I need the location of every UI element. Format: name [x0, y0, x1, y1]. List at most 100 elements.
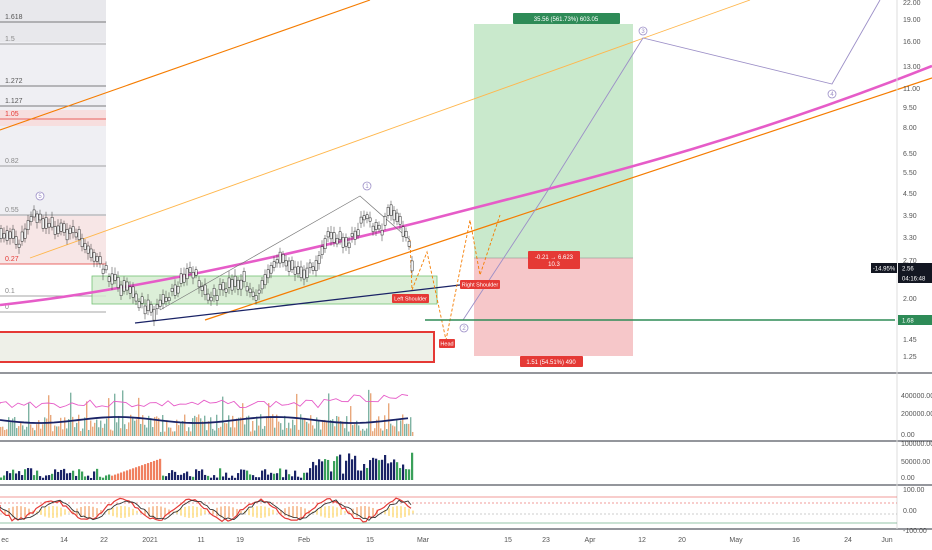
volume-bar — [114, 393, 116, 436]
wave-label: 5 — [38, 194, 42, 200]
obv-bar — [51, 473, 54, 480]
obv-bar — [123, 471, 126, 480]
volume-bar — [152, 427, 154, 436]
candle-body — [281, 254, 285, 263]
target-price-badge: 1.68 — [902, 319, 914, 325]
volume-bar — [58, 426, 60, 436]
countdown-badge-bg — [898, 273, 932, 283]
osc-histogram — [72, 510, 74, 514]
obv-bar — [285, 469, 288, 480]
price-axis[interactable]: 22.00 19.00 16.00 13.00 11.00 9.50 8.00 6.50 5.5… — [903, 0, 921, 361]
candle-body — [314, 260, 318, 272]
orange-channel-upper — [0, 0, 371, 131]
volume-bar — [76, 422, 78, 436]
obv-bar — [171, 470, 174, 480]
osc-histogram — [288, 506, 290, 518]
obv-bar — [261, 470, 264, 480]
entry-label-line1: -0.21 → 6.623 — [535, 255, 574, 261]
candle-body — [317, 255, 321, 264]
candle-body — [161, 294, 165, 304]
wave-label-circle — [362, 181, 372, 191]
osc-histogram — [280, 510, 282, 514]
obv-bar — [330, 471, 333, 480]
osc-histogram — [124, 506, 126, 518]
candle-body — [257, 289, 261, 294]
osc-slow-line — [0, 499, 412, 521]
obv-bar — [324, 459, 327, 480]
volume-bar — [0, 426, 2, 436]
obv-tick-label: 50000.00 — [901, 459, 930, 466]
volume-bar — [400, 420, 402, 436]
volume-bar — [118, 415, 120, 436]
obv-pane[interactable] — [0, 452, 414, 480]
osc-histogram — [116, 506, 118, 518]
candle-body — [110, 273, 114, 285]
candle-body — [263, 274, 267, 286]
obv-bar — [357, 470, 360, 480]
candle-body — [65, 229, 69, 241]
volume-bar — [196, 417, 198, 436]
osc-histogram — [356, 507, 358, 517]
support-box — [0, 331, 435, 363]
candle-body — [311, 266, 315, 271]
volume-bar — [240, 417, 242, 436]
volume-pane[interactable] — [0, 389, 414, 436]
osc-histogram — [64, 509, 66, 515]
obv-bar — [219, 468, 222, 480]
osc-histogram — [164, 507, 166, 517]
obv-bar — [30, 468, 33, 480]
time-axis[interactable]: ec 14 22 2021 11 19 Feb 15 Mar 15 23 Apr 12 20 May 16 24… — [1, 537, 892, 544]
volume-bar — [370, 393, 372, 436]
volume-bar — [124, 424, 126, 436]
candle-body — [140, 296, 144, 304]
candle-body — [179, 273, 183, 284]
obv-bar — [120, 472, 123, 480]
volume-bar — [276, 414, 278, 436]
volume-bar — [294, 425, 296, 436]
candle-body — [308, 262, 312, 269]
osc-histogram — [100, 510, 102, 514]
volume-bar — [212, 428, 214, 436]
candle-body — [410, 260, 414, 272]
volume-bar — [92, 426, 94, 436]
fib-label: 0.27 — [5, 256, 19, 263]
oscillator-pane[interactable] — [0, 496, 897, 524]
volume-bar — [192, 418, 194, 436]
volume-bar — [18, 426, 20, 436]
volume-bar — [202, 421, 204, 436]
volume-bar — [378, 416, 380, 436]
volume-bar — [94, 422, 96, 436]
volume-bar — [144, 424, 146, 436]
time-tick-label: 11 — [197, 537, 204, 544]
volume-bar — [154, 416, 156, 436]
obv-bar — [69, 472, 72, 480]
volume-tick-label: 200000.00 — [901, 411, 932, 418]
pattern-label: Head — [440, 342, 453, 348]
volume-bar — [64, 417, 66, 436]
osc-histogram — [228, 506, 230, 518]
candle-body — [38, 213, 42, 221]
candle-body — [383, 215, 387, 226]
candle-body — [287, 260, 291, 272]
candle-body — [293, 266, 297, 275]
change-badge-bg — [871, 263, 897, 273]
osc-tick-label: 0.00 — [903, 508, 917, 515]
candle-body — [74, 232, 78, 238]
osc-histogram — [296, 506, 298, 518]
candle-body — [0, 228, 3, 239]
volume-bar — [306, 421, 308, 436]
candle-body — [137, 301, 141, 309]
price-pane[interactable]: 1.618 1.5 1.272 1.127 1.05 0.82 0.55 0.27 0.1 0 5… — [0, 0, 932, 367]
volume-bar — [176, 419, 178, 436]
obv-bar — [156, 459, 159, 480]
volume-bar — [28, 402, 30, 436]
candle-body — [284, 260, 288, 267]
obv-bar — [252, 475, 255, 480]
time-tick-label: May — [729, 537, 743, 544]
candle-body — [230, 279, 234, 291]
volume-bar — [106, 418, 108, 436]
time-tick-label: 14 — [60, 537, 68, 544]
candle-body — [26, 220, 30, 230]
candle-body — [248, 288, 252, 293]
